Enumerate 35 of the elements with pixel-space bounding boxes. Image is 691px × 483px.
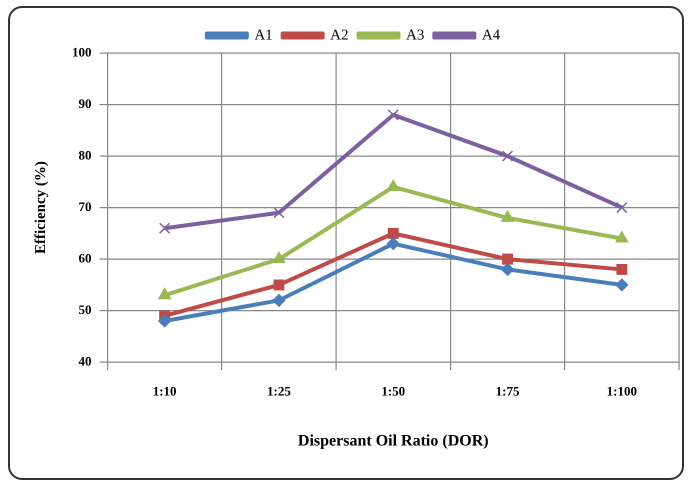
point	[272, 294, 286, 307]
x-tick-label: 1:50	[381, 383, 406, 398]
point	[158, 222, 170, 234]
y-tick-label: 100	[72, 44, 92, 60]
point	[388, 228, 399, 239]
x-tick-label: 1:75	[496, 383, 520, 398]
y-axis-title: Efficiency (%)	[32, 161, 49, 254]
point	[386, 237, 400, 250]
point	[615, 231, 628, 243]
point	[501, 262, 514, 276]
point	[615, 278, 628, 292]
legend-label: A3	[406, 27, 424, 44]
point	[274, 279, 284, 290]
point	[272, 252, 286, 264]
y-tick-label: 60	[78, 250, 92, 266]
point	[388, 109, 399, 121]
y-tick-label: 90	[78, 96, 92, 111]
x-tick-label: 1:25	[267, 383, 292, 398]
point	[158, 288, 172, 300]
y-tick-label: 50	[78, 302, 92, 318]
y-tick-label: 80	[78, 147, 92, 162]
legend-label: A1	[254, 27, 273, 44]
x-tick-label: 1:100	[606, 383, 638, 398]
point	[616, 202, 628, 214]
point	[502, 150, 514, 162]
y-tick-label: 70	[78, 198, 92, 214]
point	[616, 264, 628, 275]
point	[158, 314, 172, 328]
point	[273, 207, 285, 218]
x-axis-title: Dispersant Oil Ratio (DOR)	[298, 432, 489, 450]
point	[502, 254, 513, 265]
x-tick-label: 1:10	[152, 383, 177, 398]
y-tick-label: 40	[78, 354, 92, 369]
legend-label: A4	[482, 27, 501, 44]
legend-label: A2	[330, 27, 349, 44]
